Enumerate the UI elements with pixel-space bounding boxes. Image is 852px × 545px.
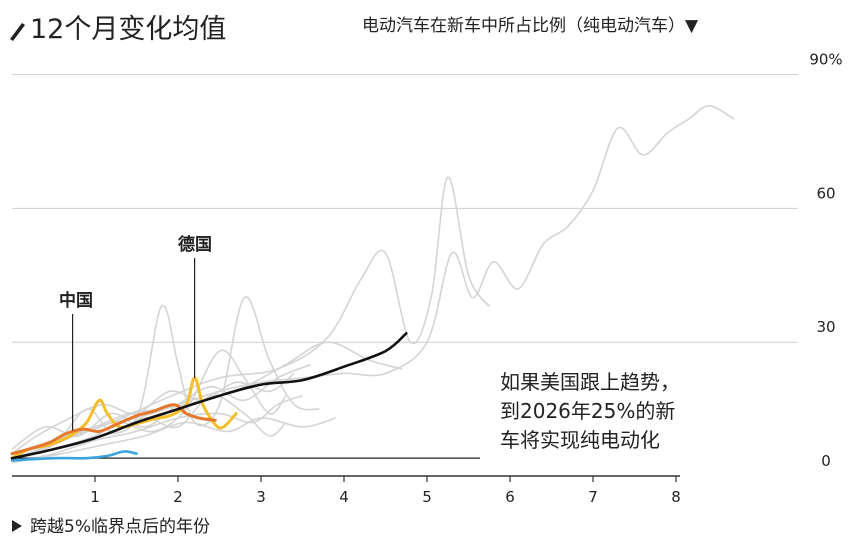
other-country-line — [11, 394, 287, 459]
germany-label: 德国 — [178, 234, 212, 255]
blue-line — [10, 450, 138, 462]
chart-subtitle: 电动汽车在新车中所占比例（纯电动汽车）▼ — [362, 16, 699, 36]
x-tick-label: 2 — [173, 488, 183, 506]
annotation-line: 车将实现纯电动化 — [500, 428, 660, 452]
x-axis-label: 跨越5%临界点后的年份 — [30, 517, 210, 537]
xlabel-arrow-icon — [12, 520, 22, 532]
other-country-line — [11, 176, 490, 455]
germany-line — [10, 376, 238, 460]
chart-title: 12个月变化均值 — [30, 14, 226, 45]
x-tick-label: 6 — [505, 488, 515, 506]
other-country-line — [11, 417, 336, 464]
china-line — [10, 403, 217, 456]
annotation-line: 如果美国跟上趋势， — [500, 370, 680, 394]
x-tick-labels: 1 2 3 4 5 6 7 8 — [90, 488, 681, 506]
annotation-line: 到2026年25%的新 — [500, 399, 675, 423]
y-tick-label: 30 — [816, 318, 835, 336]
y-tick-label: 0 — [821, 452, 831, 470]
x-axis — [12, 475, 680, 482]
series-labels: 中国 德国 — [59, 234, 212, 431]
y-tick-label: 60 — [816, 184, 835, 202]
highlight-series — [10, 332, 480, 462]
other-country-line — [11, 296, 320, 459]
china-label: 中国 — [59, 290, 93, 311]
us-line — [10, 332, 408, 460]
gridlines — [12, 74, 798, 343]
title-icon — [10, 23, 25, 41]
x-tick-label: 5 — [422, 488, 432, 506]
y-tick-label: 90% — [809, 51, 842, 69]
x-tick-label: 3 — [256, 488, 266, 506]
x-tick-label: 8 — [671, 488, 681, 506]
x-tick-label: 4 — [339, 488, 349, 506]
y-tick-labels: 0 30 60 90% — [809, 51, 842, 470]
x-tick-label: 7 — [588, 488, 598, 506]
x-tick-label: 1 — [90, 488, 100, 506]
